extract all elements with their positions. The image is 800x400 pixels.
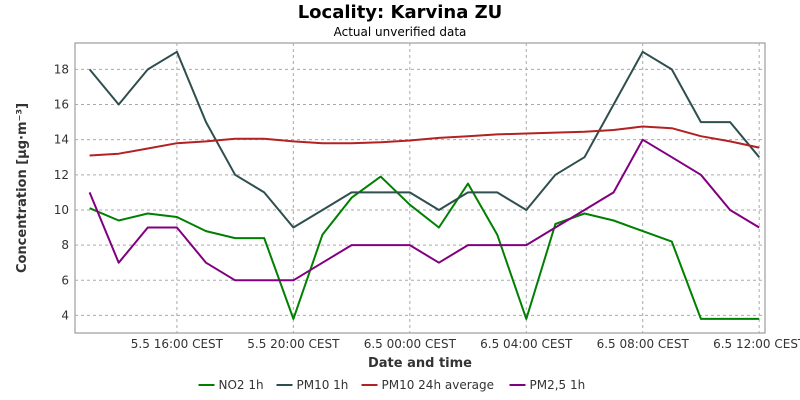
x-tick-labels: 5.5 16:00 CEST 5.5 20:00 CEST 6.5 00:00 CE…	[131, 337, 800, 351]
legend-item-pm10-24h-average: PM10 24h average	[361, 378, 495, 392]
legend-label: PM2,5 1h	[530, 378, 586, 392]
y-tick-label: 10	[54, 203, 69, 217]
y-tick-labels: 4 6 8 10 12 14 16 18	[54, 62, 69, 322]
series-line-pm10-1h	[88, 50, 760, 229]
x-axis-label: Date and time	[368, 356, 472, 371]
x-tick-label: 5.5 16:00 CEST	[131, 337, 224, 351]
legend-label: PM10 1h	[297, 378, 349, 392]
y-tick-label: 18	[54, 62, 69, 76]
series-line-pm2-5-1h	[88, 138, 760, 282]
grid-lines	[75, 43, 765, 333]
x-tick-label: 6.5 08:00 CEST	[597, 337, 690, 351]
legend-item-pm10-1h: PM10 1h	[276, 378, 349, 392]
x-tick-label: 5.5 20:00 CEST	[247, 337, 340, 351]
legend: NO2 1h PM10 1h PM10 24h average PM2,5 1h	[198, 378, 586, 392]
y-tick-label: 4	[61, 308, 69, 322]
x-tick-label: 6.5 04:00 CEST	[480, 337, 573, 351]
chart-subtitle: Actual unverified data	[334, 25, 467, 39]
series-line-no2-1h	[89, 175, 760, 320]
x-tick-label: 6.5 12:00 CEST	[713, 337, 800, 351]
y-tick-label: 12	[54, 168, 69, 182]
legend-item-pm2-5-1h: PM2,5 1h	[509, 378, 586, 392]
x-tick-label: 6.5 00:00 CEST	[364, 337, 457, 351]
y-tick-label: 8	[61, 238, 69, 252]
series-line-pm10-24h-average	[89, 125, 760, 157]
legend-label: PM10 24h average	[382, 378, 495, 392]
legend-item-no2-1h: NO2 1h	[198, 378, 264, 392]
y-tick-label: 14	[54, 133, 69, 147]
plot-area	[74, 42, 766, 334]
chart-title: Locality: Karvina ZU	[298, 2, 503, 23]
y-tick-label: 6	[61, 273, 69, 287]
y-tick-label: 16	[54, 98, 69, 112]
legend-label: NO2 1h	[219, 378, 264, 392]
series-lines	[88, 50, 760, 320]
y-axis-label: Concentration [µg·m⁻³]	[15, 103, 30, 273]
